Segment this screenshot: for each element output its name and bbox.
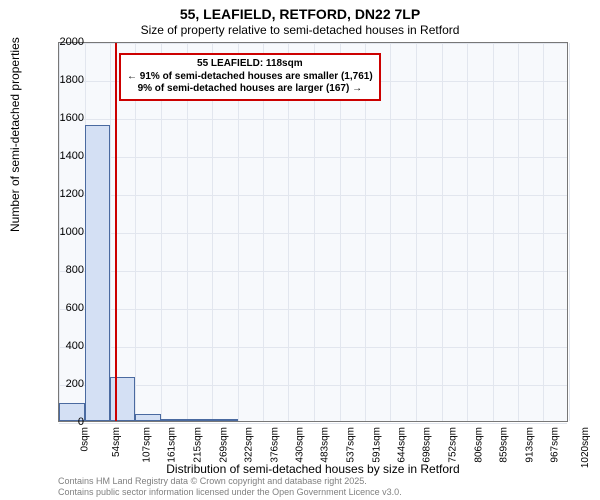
x-tick-label: 644sqm	[396, 427, 407, 463]
histogram-bar	[135, 414, 161, 421]
gridline-h	[59, 423, 567, 424]
y-tick-label: 200	[66, 378, 84, 390]
annotation-line: 9% of semi-detached houses are larger (1…	[127, 83, 373, 96]
y-tick-label: 2000	[60, 36, 84, 48]
title-block: 55, LEAFIELD, RETFORD, DN22 7LP Size of …	[0, 0, 600, 37]
histogram-bar	[187, 419, 212, 421]
gridline-v	[416, 43, 417, 421]
histogram-bar	[110, 377, 136, 421]
x-tick-label: 54sqm	[111, 427, 122, 457]
gridline-v	[110, 43, 111, 421]
x-tick-label: 913sqm	[524, 427, 535, 463]
y-tick-label: 1000	[60, 226, 84, 238]
histogram-bar	[85, 125, 110, 421]
attribution-line1: Contains HM Land Registry data © Crown c…	[58, 476, 402, 487]
y-tick-label: 800	[66, 264, 84, 276]
y-tick-label: 600	[66, 302, 84, 314]
x-tick-label: 537sqm	[346, 427, 357, 463]
gridline-v	[518, 43, 519, 421]
gridline-v	[493, 43, 494, 421]
histogram-bar	[161, 419, 187, 421]
x-tick-label: 376sqm	[269, 427, 280, 463]
gridline-v	[390, 43, 391, 421]
annotation-line: 55 LEAFIELD: 118sqm	[127, 58, 373, 71]
x-tick-label: 698sqm	[422, 427, 433, 463]
histogram-bar	[212, 419, 238, 421]
x-axis-label: Distribution of semi-detached houses by …	[58, 462, 568, 476]
x-tick-label: 322sqm	[243, 427, 254, 463]
x-tick-label: 967sqm	[550, 427, 561, 463]
annotation-box: 55 LEAFIELD: 118sqm← 91% of semi-detache…	[119, 53, 381, 101]
x-tick-label: 1020sqm	[580, 427, 591, 468]
y-tick-label: 1400	[60, 150, 84, 162]
y-axis-label: Number of semi-detached properties	[8, 37, 22, 232]
x-tick-label: 269sqm	[218, 427, 229, 463]
x-tick-label: 430sqm	[295, 427, 306, 463]
plot-area: 55 LEAFIELD: 118sqm← 91% of semi-detache…	[58, 42, 568, 422]
gridline-v	[569, 43, 570, 421]
x-tick-label: 0sqm	[79, 427, 90, 451]
x-tick-label: 859sqm	[498, 427, 509, 463]
x-tick-label: 215sqm	[193, 427, 204, 463]
attribution: Contains HM Land Registry data © Crown c…	[58, 476, 402, 498]
gridline-v	[467, 43, 468, 421]
attribution-line2: Contains public sector information licen…	[58, 487, 402, 498]
x-tick-label: 107sqm	[141, 427, 152, 463]
marker-line	[115, 43, 117, 421]
y-tick-label: 1200	[60, 188, 84, 200]
chart-subtitle: Size of property relative to semi-detach…	[0, 23, 600, 37]
x-tick-label: 806sqm	[473, 427, 484, 463]
y-tick-label: 1800	[60, 74, 84, 86]
x-tick-label: 752sqm	[448, 427, 459, 463]
gridline-v	[442, 43, 443, 421]
y-tick-label: 400	[66, 340, 84, 352]
chart-title: 55, LEAFIELD, RETFORD, DN22 7LP	[0, 6, 600, 22]
x-tick-label: 483sqm	[320, 427, 331, 463]
x-tick-label: 591sqm	[371, 427, 382, 463]
chart-container: 55, LEAFIELD, RETFORD, DN22 7LP Size of …	[0, 0, 600, 500]
gridline-v	[543, 43, 544, 421]
x-tick-label: 161sqm	[167, 427, 178, 463]
y-tick-label: 1600	[60, 112, 84, 124]
annotation-line: ← 91% of semi-detached houses are smalle…	[127, 71, 373, 84]
